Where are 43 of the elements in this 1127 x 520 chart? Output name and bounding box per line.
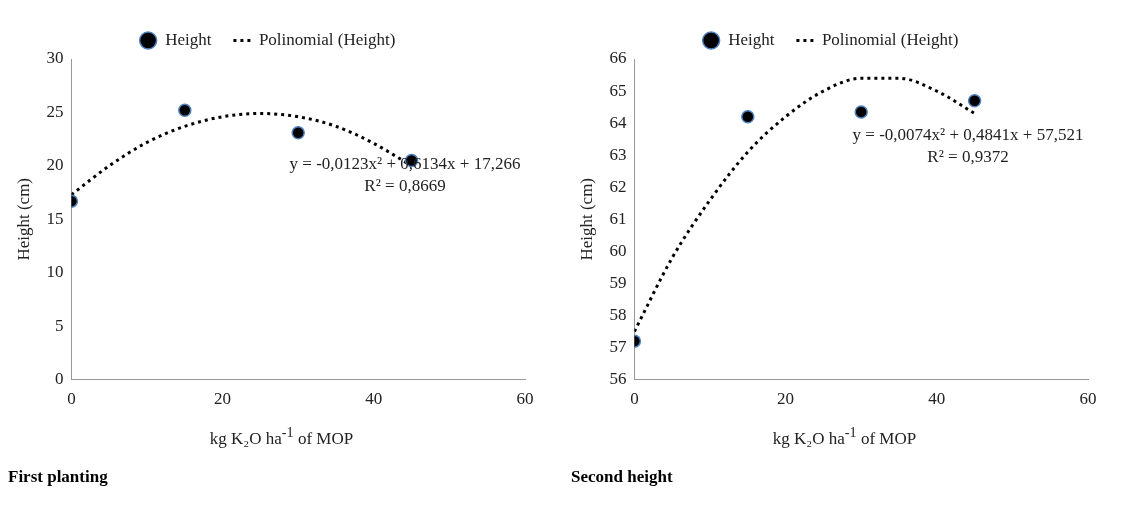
annotation: y = -0,0123x² + 0,6134x + 17,266 xyxy=(289,154,521,174)
y-tick-label: 66 xyxy=(609,48,627,68)
point xyxy=(967,93,982,108)
legend-label: Height xyxy=(165,29,212,49)
text: First planting xyxy=(7,466,109,487)
text: Second height xyxy=(570,466,674,487)
point xyxy=(854,105,868,119)
y-tick-label: 0 xyxy=(54,369,64,389)
y-tick-label: 10 xyxy=(46,262,64,282)
y-axis-title: Height (cm) xyxy=(576,178,596,261)
point xyxy=(291,125,305,140)
y-tick-label: 56 xyxy=(609,369,627,389)
x-axis-title: kg K₂O ha$^{-1}$ of MOP xyxy=(771,424,918,449)
x-tick-label: 40 xyxy=(365,389,383,409)
y-tick-label: 5 xyxy=(54,315,64,335)
legend-label: Polinomial (Height) xyxy=(821,29,959,49)
x-tick-label: 20 xyxy=(777,389,795,409)
annotation: R² = 0,8669 xyxy=(364,176,446,196)
y-tick-label: 20 xyxy=(46,155,64,175)
y-tick-label: 64 xyxy=(609,112,627,132)
x-tick-label: 20 xyxy=(214,389,232,409)
point xyxy=(741,109,755,124)
legend-label: Polinomial (Height) xyxy=(258,29,396,49)
y-tick-label: 62 xyxy=(609,176,627,196)
y-tick-label: 61 xyxy=(609,208,627,228)
annotation: y = -0,0074x² + 0,4841x + 57,521 xyxy=(852,125,1084,145)
point xyxy=(178,103,192,118)
y-tick-label: 65 xyxy=(609,80,627,100)
y-tick-label: 57 xyxy=(609,337,627,357)
y-tick-label: 25 xyxy=(46,101,64,121)
y-tick-label: 30 xyxy=(46,48,64,68)
x-tick-label: 40 xyxy=(928,389,946,409)
y-axis-title: Height (cm) xyxy=(13,178,33,261)
y-tick-label: 15 xyxy=(46,208,64,228)
y-tick-label: 59 xyxy=(609,272,627,292)
legend-label: Height xyxy=(728,29,775,49)
y-tick-label: 63 xyxy=(609,144,627,164)
x-tick-label: 60 xyxy=(1079,389,1097,409)
y-tick-label: 60 xyxy=(609,240,627,260)
annotation: R² = 0,9372 xyxy=(927,147,1009,167)
y-tick-label: 58 xyxy=(609,304,627,324)
x-axis-title: kg K₂O ha$^{-1}$ of MOP xyxy=(208,424,355,449)
x-tick-label: 60 xyxy=(516,389,534,409)
